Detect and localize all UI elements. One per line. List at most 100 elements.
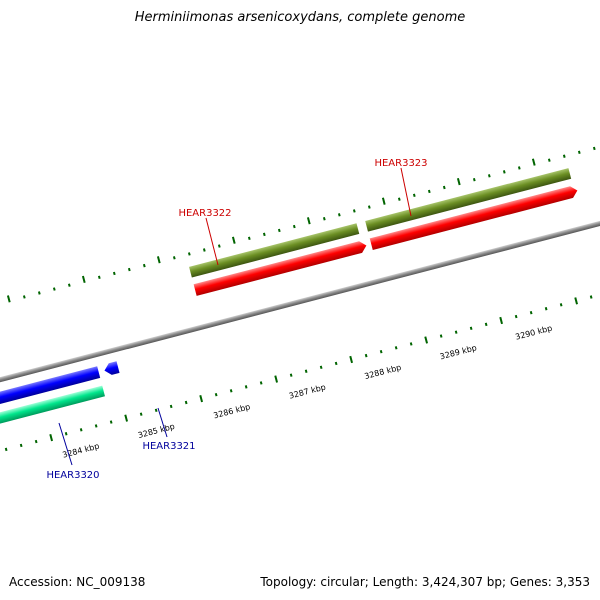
lower-minor-tick: [64, 432, 68, 436]
lower-minor-tick: [229, 389, 233, 393]
lower-minor-tick: [4, 447, 8, 452]
lower-major-tick: [49, 434, 54, 442]
lower-minor-tick: [79, 428, 83, 432]
gene-bar-hear3323[interactable]: [365, 168, 572, 232]
lower-minor-tick: [379, 350, 383, 354]
lower-minor-tick: [109, 420, 113, 424]
kbp-label: 3287 kbp: [288, 383, 327, 401]
upper-major-tick: [6, 295, 11, 303]
lower-major-tick: [574, 297, 578, 305]
leader-line-hear3320: [58, 422, 73, 466]
upper-minor-tick: [37, 291, 41, 295]
lower-minor-tick: [139, 412, 143, 416]
leader-line-hear3322: [205, 217, 219, 266]
upper-minor-tick: [487, 174, 491, 178]
upper-major-tick: [231, 236, 236, 244]
upper-minor-tick: [442, 185, 446, 190]
upper-tick-row: [6, 146, 596, 303]
upper-minor-tick: [337, 213, 341, 217]
upper-major-tick: [81, 275, 86, 283]
lower-minor-tick: [484, 322, 488, 327]
lower-minor-tick: [169, 404, 173, 409]
map-title: Herminiimonas arsenicoxydans, complete g…: [134, 10, 466, 25]
leader-line-hear3321: [157, 407, 168, 438]
upper-minor-tick: [247, 236, 251, 240]
upper-minor-tick: [472, 177, 476, 182]
kbp-label: 3289 kbp: [439, 343, 478, 361]
cds-arrow-hear3321[interactable]: [103, 361, 120, 376]
genome-stats-text: Topology: circular; Length: 3,424,307 bp…: [260, 575, 590, 589]
upper-major-tick: [381, 197, 386, 205]
gene-label-hear3322[interactable]: HEAR3322: [178, 208, 231, 219]
upper-major-tick: [306, 217, 311, 225]
upper-minor-tick: [127, 267, 131, 272]
upper-minor-tick: [172, 256, 176, 260]
lower-minor-tick: [364, 353, 368, 358]
lower-minor-tick: [394, 346, 398, 350]
lower-major-tick: [424, 336, 429, 344]
lower-minor-tick: [289, 373, 293, 377]
upper-minor-tick: [22, 295, 26, 299]
lower-major-tick: [199, 394, 204, 403]
lower-minor-tick: [544, 307, 548, 311]
lower-minor-tick: [94, 424, 98, 428]
lower-minor-tick: [154, 408, 158, 413]
lower-minor-tick: [244, 385, 248, 389]
accession-text: Accession: NC_009138: [9, 575, 146, 589]
upper-minor-tick: [217, 244, 221, 248]
upper-minor-tick: [97, 275, 101, 280]
lower-minor-tick: [304, 369, 308, 373]
gene-label-hear3320[interactable]: HEAR3320: [46, 470, 99, 481]
upper-major-tick: [456, 178, 461, 186]
upper-major-tick: [531, 158, 536, 166]
genome-backbone: [0, 188, 600, 410]
kbp-label: 3286 kbp: [212, 402, 251, 420]
upper-minor-tick: [412, 193, 416, 198]
upper-minor-tick: [397, 197, 401, 201]
gene-label-hear3323[interactable]: HEAR3323: [374, 158, 427, 169]
leader-line-hear3323: [400, 167, 412, 217]
kbp-label: 3285 kbp: [137, 422, 176, 440]
lower-minor-tick: [589, 295, 593, 299]
upper-minor-tick: [52, 287, 56, 291]
upper-minor-tick: [187, 252, 191, 256]
upper-minor-tick: [367, 205, 371, 209]
lower-tick-row: [4, 295, 593, 452]
gene-bar-hear3320[interactable]: [0, 385, 105, 449]
lower-minor-tick: [439, 334, 443, 338]
gene-bar-hear3322[interactable]: [189, 223, 360, 278]
lower-minor-tick: [529, 310, 533, 315]
upper-minor-tick: [112, 271, 116, 276]
cds-arrow-hear3323[interactable]: [369, 185, 579, 251]
upper-minor-tick: [517, 166, 521, 170]
kbp-label: 3288 kbp: [363, 363, 402, 381]
lower-minor-tick: [514, 314, 518, 319]
lower-major-tick: [349, 355, 354, 364]
lower-major-tick: [124, 414, 129, 422]
upper-major-tick: [156, 256, 161, 264]
upper-minor-tick: [427, 189, 431, 194]
lower-minor-tick: [469, 326, 473, 330]
lower-minor-tick: [19, 443, 23, 448]
upper-minor-tick: [292, 224, 296, 229]
lower-minor-tick: [334, 361, 338, 366]
cds-arrow-hear3320[interactable]: [0, 366, 101, 431]
cds-arrow-hear3322[interactable]: [193, 240, 368, 296]
upper-minor-tick: [142, 263, 146, 268]
upper-minor-tick: [577, 150, 581, 155]
lower-minor-tick: [409, 342, 413, 346]
lower-major-tick: [274, 375, 279, 383]
lower-minor-tick: [559, 303, 563, 307]
upper-minor-tick: [592, 146, 596, 151]
lower-minor-tick: [259, 381, 263, 385]
upper-minor-tick: [502, 170, 506, 174]
gene-label-hear3321[interactable]: HEAR3321: [142, 441, 195, 452]
lower-minor-tick: [184, 400, 188, 405]
lower-minor-tick: [454, 330, 458, 334]
upper-minor-tick: [352, 209, 356, 213]
upper-minor-tick: [67, 283, 71, 287]
upper-minor-tick: [547, 158, 551, 162]
upper-minor-tick: [322, 217, 326, 221]
lower-minor-tick: [34, 439, 38, 444]
